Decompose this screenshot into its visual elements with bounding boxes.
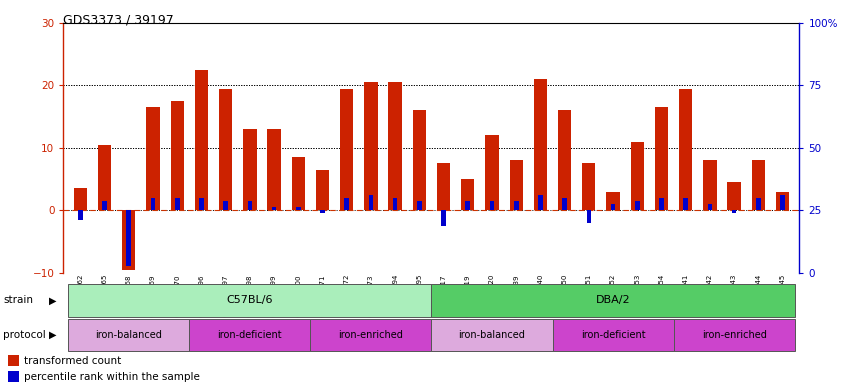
Bar (296, 207, 300, 210)
Bar (127, 210, 131, 266)
Text: strain: strain (3, 295, 33, 305)
Bar (780, 195, 785, 210)
Bar (611, 204, 615, 210)
Text: iron-enriched: iron-enriched (701, 330, 766, 340)
Text: iron-balanced: iron-balanced (96, 330, 162, 340)
Bar (340, 89, 354, 210)
Text: iron-deficient: iron-deficient (217, 330, 283, 340)
Bar (437, 164, 450, 210)
Bar (272, 207, 277, 210)
Bar (431, 319, 552, 351)
Bar (514, 201, 519, 210)
Bar (728, 182, 741, 210)
Bar (751, 161, 765, 210)
Bar (586, 210, 591, 223)
Bar (552, 319, 673, 351)
Bar (655, 107, 668, 210)
Bar (320, 210, 325, 214)
Bar (365, 82, 377, 210)
Text: ▶: ▶ (49, 330, 57, 340)
Text: C57BL/6: C57BL/6 (227, 295, 273, 306)
Bar (243, 129, 256, 210)
Bar (171, 101, 184, 210)
Bar (69, 284, 431, 317)
Bar (490, 201, 494, 210)
Bar (486, 136, 498, 210)
Bar (534, 79, 547, 210)
Bar (388, 82, 402, 210)
Bar (8, 371, 19, 382)
Bar (122, 210, 135, 270)
Text: iron-enriched: iron-enriched (338, 330, 404, 340)
Bar (74, 189, 87, 210)
Bar (310, 319, 431, 351)
Bar (316, 170, 329, 210)
Bar (146, 107, 160, 210)
Text: GDS3373 / 39197: GDS3373 / 39197 (63, 13, 174, 26)
Bar (538, 195, 543, 210)
Bar (344, 198, 349, 210)
Bar (607, 192, 620, 210)
Bar (190, 319, 310, 351)
Bar (558, 111, 571, 210)
Bar (679, 89, 692, 210)
Bar (684, 198, 688, 210)
Bar (417, 201, 421, 210)
Bar (78, 210, 83, 220)
Bar (703, 161, 717, 210)
Bar (98, 145, 112, 210)
Bar (219, 89, 233, 210)
Text: ▶: ▶ (49, 295, 57, 305)
Bar (465, 201, 470, 210)
Bar (563, 198, 567, 210)
Bar (223, 201, 228, 210)
Bar (292, 157, 305, 210)
Text: transformed count: transformed count (24, 356, 121, 366)
Bar (582, 164, 596, 210)
Bar (673, 319, 794, 351)
Text: protocol: protocol (3, 330, 47, 340)
Bar (431, 284, 794, 317)
Text: percentile rank within the sample: percentile rank within the sample (24, 372, 200, 382)
Bar (195, 70, 208, 210)
Bar (442, 210, 446, 226)
Text: iron-deficient: iron-deficient (580, 330, 645, 340)
Bar (393, 198, 398, 210)
Bar (635, 201, 640, 210)
Bar (461, 179, 475, 210)
Bar (369, 195, 373, 210)
Bar (732, 210, 736, 214)
Text: iron-balanced: iron-balanced (459, 330, 525, 340)
Bar (707, 204, 712, 210)
Bar (413, 111, 426, 210)
Bar (199, 198, 204, 210)
Bar (8, 356, 19, 366)
Bar (267, 129, 281, 210)
Bar (630, 142, 644, 210)
Bar (102, 201, 107, 210)
Bar (776, 192, 789, 210)
Bar (509, 161, 523, 210)
Text: DBA/2: DBA/2 (596, 295, 630, 306)
Bar (151, 198, 156, 210)
Bar (659, 198, 664, 210)
Bar (756, 198, 761, 210)
Bar (69, 319, 190, 351)
Bar (248, 201, 252, 210)
Bar (175, 198, 179, 210)
